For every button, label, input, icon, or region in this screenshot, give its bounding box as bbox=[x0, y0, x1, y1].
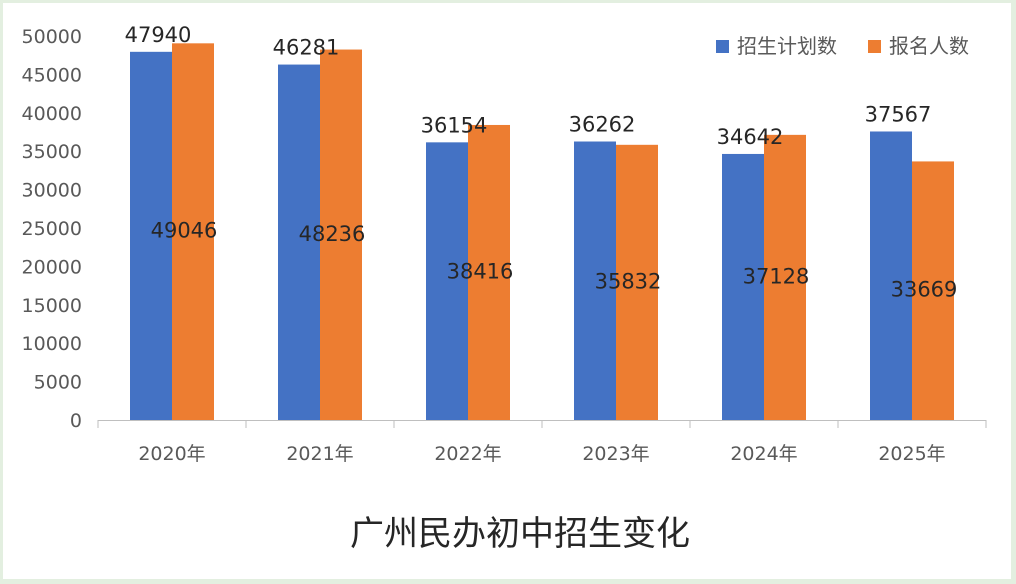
legend-swatch-plan bbox=[716, 40, 729, 53]
y-tick-label: 35000 bbox=[22, 141, 82, 163]
data-label-plan: 34642 bbox=[717, 125, 784, 149]
y-tick-label: 50000 bbox=[22, 26, 82, 48]
data-label-applicants: 35832 bbox=[595, 269, 662, 293]
bars bbox=[130, 43, 954, 420]
bar-chart: 0 5000 10000 15000 20000 25000 30000 35000 40000… bbox=[3, 3, 1011, 579]
y-tick-label: 0 bbox=[70, 410, 82, 432]
x-tick-label: 2023年 bbox=[582, 443, 649, 465]
data-label-applicants: 38416 bbox=[447, 259, 514, 283]
y-tick-label: 40000 bbox=[22, 103, 82, 125]
y-tick-label: 5000 bbox=[34, 372, 82, 394]
y-axis: 0 5000 10000 15000 20000 25000 30000 35000 40000… bbox=[22, 26, 82, 432]
x-tick-label: 2025年 bbox=[878, 443, 945, 465]
data-label-plan: 36154 bbox=[421, 113, 488, 137]
y-tick-label: 45000 bbox=[22, 64, 82, 86]
y-tick-label: 30000 bbox=[22, 180, 82, 202]
bar-plan bbox=[870, 131, 912, 420]
data-labels: 47940 49046 46281 48236 36154 38416 36262 35832… bbox=[125, 23, 958, 302]
data-label-applicants: 48236 bbox=[299, 222, 366, 246]
data-label-applicants: 33669 bbox=[891, 278, 958, 302]
y-tick-label: 15000 bbox=[22, 295, 82, 317]
x-tick-label: 2020年 bbox=[138, 443, 205, 465]
y-tick-label: 20000 bbox=[22, 256, 82, 278]
data-label-plan: 46281 bbox=[273, 36, 340, 60]
data-label-plan: 36262 bbox=[569, 113, 636, 137]
x-tick-label: 2022年 bbox=[434, 443, 501, 465]
x-tick-label: 2021年 bbox=[286, 443, 353, 465]
data-label-plan: 37567 bbox=[865, 102, 932, 126]
chart-frame: 0 5000 10000 15000 20000 25000 30000 35000 40000… bbox=[3, 3, 1011, 579]
data-label-applicants: 37128 bbox=[743, 264, 810, 288]
legend-label-plan: 招生计划数 bbox=[737, 34, 837, 58]
legend: 招生计划数 报名人数 bbox=[716, 34, 969, 58]
data-label-applicants: 49046 bbox=[151, 219, 218, 243]
data-label-plan: 47940 bbox=[125, 23, 192, 47]
legend-swatch-applicants bbox=[868, 40, 881, 53]
y-tick-label: 25000 bbox=[22, 218, 82, 240]
chart-title: 广州民办初中招生变化 bbox=[350, 514, 690, 554]
x-axis: 2020年 2021年 2022年 2023年 2024年 2025年 bbox=[98, 420, 986, 465]
y-tick-label: 10000 bbox=[22, 333, 82, 355]
x-tick-label: 2024年 bbox=[730, 443, 797, 465]
legend-label-applicants: 报名人数 bbox=[889, 34, 969, 58]
